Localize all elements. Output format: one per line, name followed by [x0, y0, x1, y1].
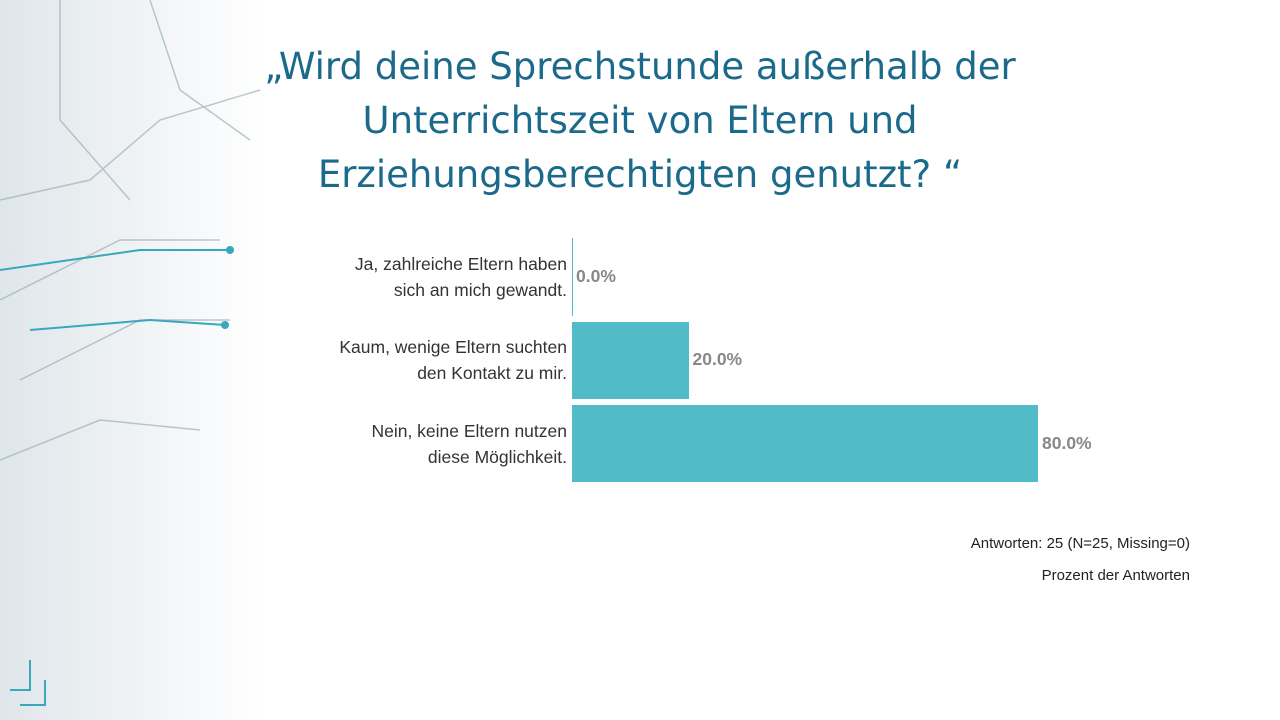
category-label: Ja, zahlreiche Eltern haben sich an mich… [354, 253, 567, 300]
category-label: Kaum, wenige Eltern suchten den Kontakt … [339, 337, 567, 383]
decoration [0, 0, 265, 720]
bar [572, 321, 689, 399]
axis-line [572, 238, 573, 316]
slide-title: „Wird deine Sprechstunde außerhalb der U… [264, 45, 1016, 196]
value-label: 20.0% [692, 349, 743, 369]
footnote: Prozent der Antworten [1041, 567, 1190, 584]
category-label: Nein, keine Eltern nutzen diese Möglichk… [371, 420, 567, 467]
bar [572, 405, 1038, 482]
value-label: 0.0% [576, 265, 616, 286]
value-label: 80.0% [1042, 432, 1092, 453]
footnote: Antworten: 25 (N=25, Missing=0) [970, 535, 1190, 552]
